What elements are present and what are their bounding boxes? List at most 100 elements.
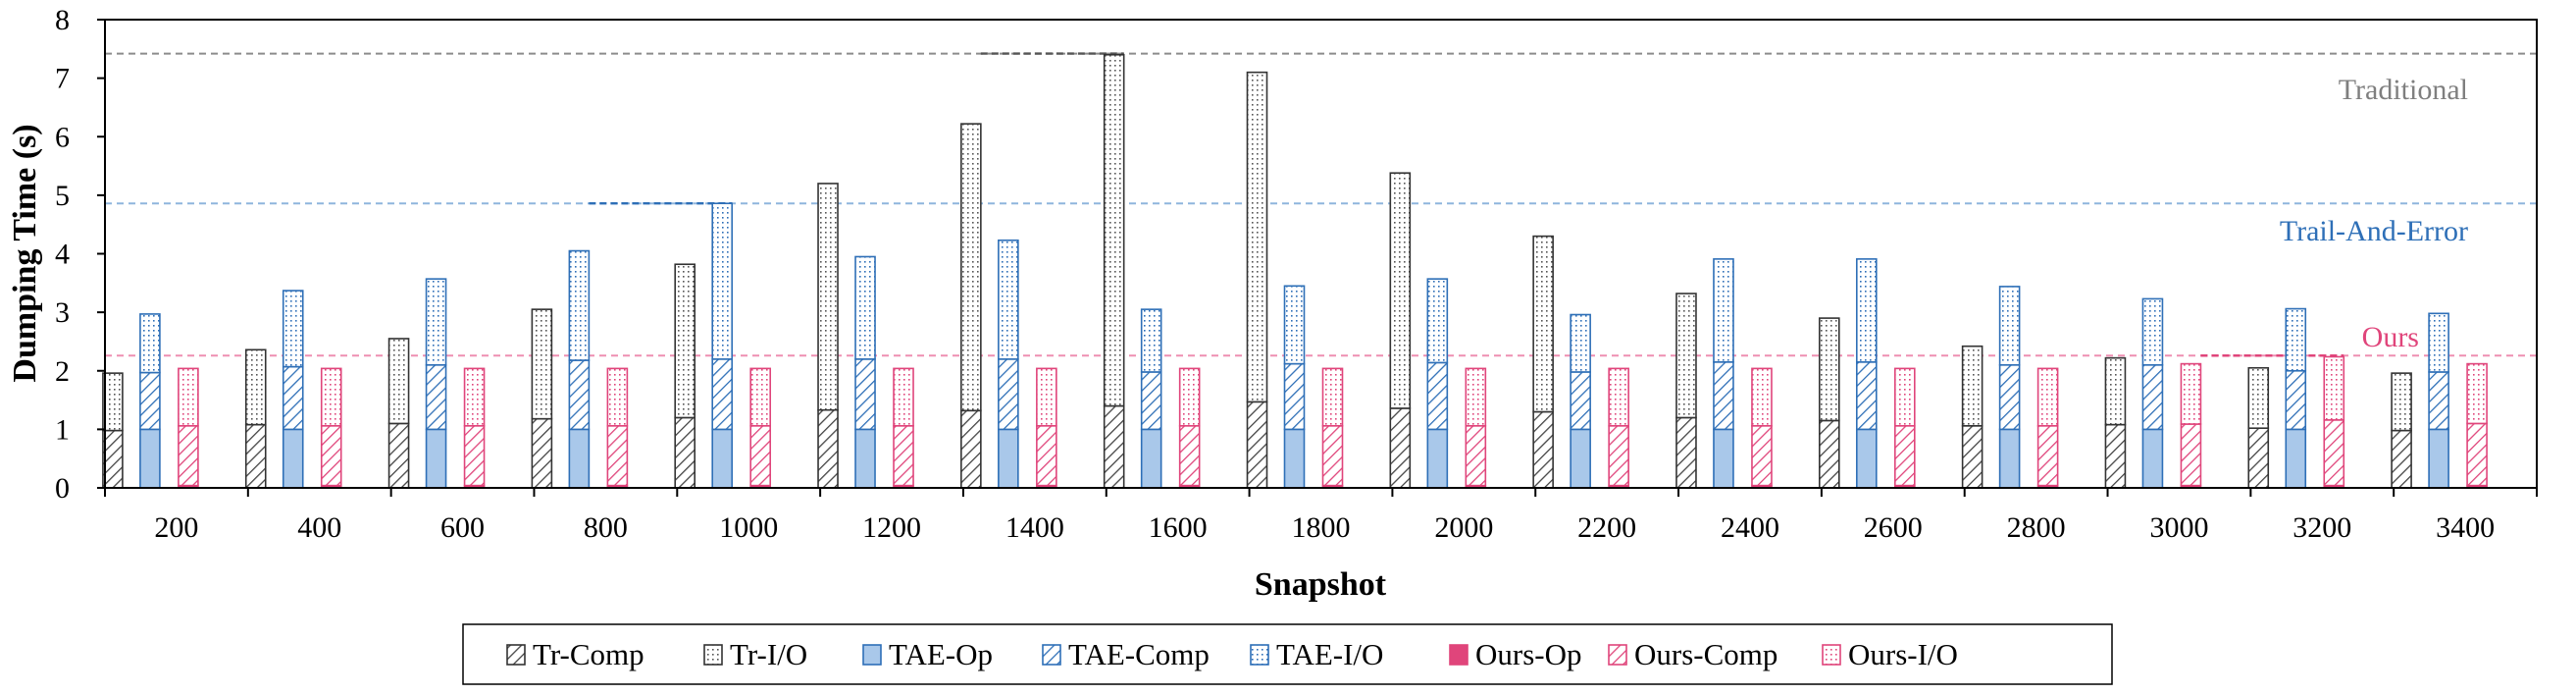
y-tick-label: 5 (55, 180, 70, 212)
bar-ours-comp-3400 (2466, 422, 2488, 487)
x-tick-label: 1600 (1149, 511, 1208, 544)
bar-tae-op-2800 (1998, 428, 2021, 489)
legend-label-tae-op: TAE-Op (889, 637, 993, 671)
bar-tae-op-800 (568, 428, 591, 489)
axes: 0 1 2 3 4 5 6 7 8 200 400 600 800 1000 1200 1400 1600 180… (55, 4, 2538, 544)
bar-tr-comp-600 (387, 422, 410, 489)
bar-tae-i-o-3200 (2285, 307, 2307, 372)
bar-tae-comp-3400 (2428, 371, 2449, 431)
bar-ours-i-o-200 (178, 367, 199, 427)
bar-tae-comp-3000 (2141, 363, 2164, 431)
bar-tae-comp-200 (139, 371, 161, 431)
bar-tae-comp-800 (568, 359, 591, 431)
bar-tae-i-o-2200 (1570, 313, 1591, 373)
bar-tae-comp-2400 (1713, 361, 1734, 431)
bar-tr-comp-400 (244, 423, 267, 489)
ref-label-traditional: Traditional (2339, 74, 2468, 106)
bar-ours-comp-200 (178, 424, 199, 487)
bar-tr-i-o-1600 (1103, 53, 1125, 407)
bar-tae-i-o-2600 (1855, 258, 1878, 363)
x-tick-label: 800 (584, 511, 628, 544)
bar-ours-i-o-2800 (2036, 367, 2059, 427)
x-tick-label: 400 (297, 511, 341, 544)
bar-tae-comp-2800 (1998, 363, 2021, 431)
ref-label-ours: Ours (2362, 321, 2419, 353)
bar-tae-op-3400 (2428, 428, 2449, 489)
bar-tae-op-2400 (1713, 428, 1734, 489)
bar-ours-comp-600 (463, 424, 486, 487)
x-tick-label: 2000 (1434, 511, 1493, 544)
bar-tae-op-1800 (1283, 428, 1306, 489)
bar-tae-comp-1600 (1140, 371, 1162, 431)
bar-ours-i-o-800 (606, 367, 629, 427)
bar-tr-comp-3200 (2247, 427, 2270, 489)
bar-tr-comp-800 (531, 417, 553, 489)
bar-tae-i-o-800 (568, 249, 591, 361)
bar-tr-i-o-2400 (1675, 293, 1697, 419)
bar-tr-i-o-1400 (960, 123, 982, 412)
y-tick-label: 0 (55, 472, 70, 505)
bar-tae-comp-1400 (998, 358, 1019, 431)
y-axis-title: Dumping Time (s) (7, 124, 43, 382)
bar-tae-i-o-1200 (854, 255, 876, 360)
bar-tae-op-400 (282, 428, 304, 489)
bar-tae-op-600 (425, 428, 447, 489)
bar-tae-i-o-2000 (1426, 278, 1449, 364)
bar-tae-op-1600 (1140, 428, 1162, 489)
x-tick-label: 3400 (2436, 511, 2495, 544)
y-tick-label: 8 (55, 4, 70, 36)
legend-label-ours-i-o: Ours-I/O (1848, 637, 1958, 671)
bar-tae-i-o-400 (282, 290, 304, 368)
x-tick-label: 1200 (862, 511, 921, 544)
bar-tr-i-o-3000 (2104, 356, 2127, 426)
bar-tae-i-o-2800 (1998, 286, 2021, 366)
bar-tae-comp-2000 (1426, 361, 1449, 431)
bar-ours-comp-400 (320, 424, 342, 487)
bar-tae-op-1200 (854, 428, 876, 489)
bar-tae-op-1000 (711, 428, 734, 489)
legend-label-tr-i-o: Tr-I/O (730, 637, 807, 671)
bar-ours-comp-2200 (1608, 424, 1629, 487)
bar-tr-i-o-1800 (1246, 71, 1268, 403)
bar-tr-i-o-2600 (1818, 317, 1840, 422)
ref-label-trail-and-error: Trail-And-Error (2280, 215, 2468, 247)
bar-tae-i-o-1800 (1283, 285, 1306, 365)
x-tick-label: 2200 (1577, 511, 1636, 544)
bar-ours-i-o-1800 (1321, 367, 1344, 427)
bar-tr-comp-2400 (1675, 416, 1697, 489)
bar-ours-comp-2400 (1751, 424, 1773, 487)
x-tick-label: 1800 (1292, 511, 1351, 544)
bar-ours-comp-1000 (749, 424, 772, 487)
bar-tae-op-3200 (2285, 428, 2307, 489)
bar-tr-i-o-600 (387, 338, 410, 425)
bar-ours-i-o-600 (463, 367, 486, 427)
bar-ours-comp-3200 (2323, 419, 2345, 487)
bar-tae-op-2600 (1855, 428, 1878, 489)
bar-ours-comp-2000 (1465, 424, 1487, 487)
bar-tr-comp-1800 (1246, 401, 1268, 489)
legend-swatch-tae-op (862, 644, 882, 666)
bar-tr-i-o-200 (102, 372, 124, 432)
bar-tr-i-o-800 (531, 308, 553, 420)
y-tick-label: 4 (55, 239, 70, 271)
bar-tae-comp-1200 (854, 358, 876, 431)
legend-swatch-tr-comp (506, 644, 526, 666)
bar-ours-i-o-2200 (1608, 367, 1629, 427)
bar-ours-i-o-3400 (2466, 362, 2488, 425)
bar-tr-i-o-1000 (674, 263, 696, 419)
bar-ours-comp-1200 (893, 424, 914, 487)
bar-tr-comp-2800 (1961, 424, 1984, 489)
bars (102, 53, 2488, 489)
legend-swatch-ours-i-o (1822, 644, 1841, 666)
bar-tr-comp-1400 (960, 409, 982, 489)
x-axis-title: Snapshot (1255, 566, 1387, 603)
y-tick-label: 2 (55, 355, 70, 388)
bar-tr-comp-2000 (1389, 407, 1412, 489)
legend-swatch-ours-comp (1608, 644, 1627, 666)
bar-ours-comp-1600 (1178, 424, 1201, 487)
x-tick-label: 3200 (2293, 511, 2351, 544)
bar-tae-comp-2200 (1570, 371, 1591, 431)
bar-tae-comp-1800 (1283, 362, 1306, 431)
bar-ours-comp-1400 (1036, 424, 1057, 487)
x-tick-label: 3000 (2149, 511, 2208, 544)
